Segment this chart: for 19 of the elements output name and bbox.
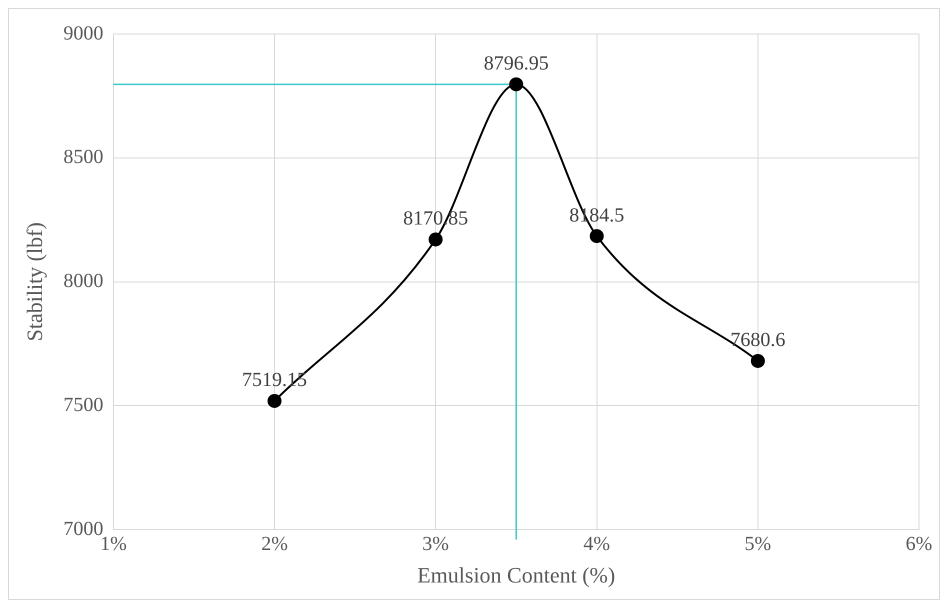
data-label: 7680.6 — [730, 329, 786, 352]
point — [590, 229, 604, 244]
x-tick-label: 2% — [261, 532, 288, 555]
y-tick-label: 7000 — [63, 518, 104, 540]
x-axis-title: Emulsion Content (%) — [417, 562, 616, 588]
y-tick-label: 8000 — [63, 270, 104, 292]
y-tick-label: 7500 — [63, 394, 104, 416]
y-axis-title: Stability (lbf) — [22, 222, 47, 342]
data-label: 8796.95 — [484, 52, 549, 75]
y-tick-label: 8500 — [63, 146, 104, 168]
y-tick-label: 9000 — [63, 22, 104, 44]
point — [428, 232, 443, 246]
x-tick-label: 5% — [744, 532, 772, 555]
x-tick-label: 3% — [422, 532, 449, 555]
x-tick-label: 6% — [906, 532, 932, 555]
point — [268, 394, 282, 408]
x-tick-label: 4% — [583, 532, 610, 555]
point — [509, 77, 524, 92]
point — [750, 354, 765, 368]
